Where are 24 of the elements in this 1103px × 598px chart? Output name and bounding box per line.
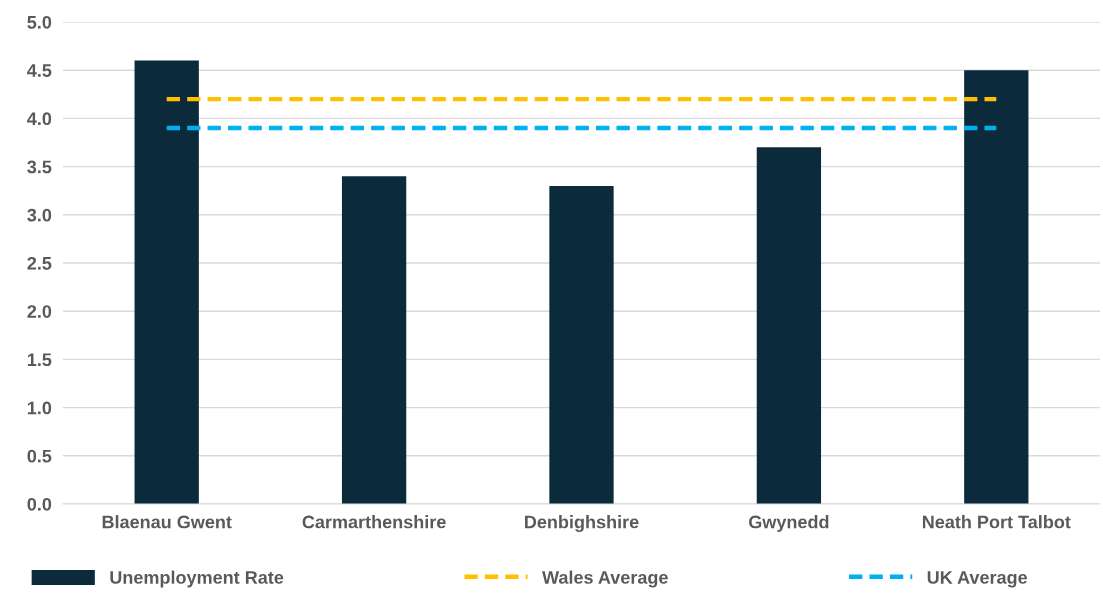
y-tick-label: 3.5 <box>27 160 52 174</box>
y-tick-label: 3.0 <box>27 208 52 222</box>
bar <box>341 176 407 504</box>
y-tick-label: 4.5 <box>27 64 52 77</box>
y-tick-label: 2.0 <box>27 305 52 318</box>
bar <box>756 147 822 504</box>
y-tick-label: 0.5 <box>27 449 52 463</box>
x-tick-label: Blaenau Gwent <box>102 515 232 529</box>
bar <box>549 185 614 504</box>
y-tick-label: 1.5 <box>27 353 52 367</box>
y-tick-label: 2.5 <box>27 256 52 270</box>
x-tick-label: Neath Port Talbot <box>922 515 1071 529</box>
x-tick-label: Denbighshire <box>525 515 639 533</box>
bar <box>964 70 1029 504</box>
legend-label: Wales Average <box>542 570 668 588</box>
bar <box>134 60 199 504</box>
y-tick-label: 0.0 <box>27 497 52 511</box>
y-tick-label: 1.0 <box>27 401 52 415</box>
x-tick-label: Gwynedd <box>749 515 829 532</box>
legend-label: UK Average <box>927 571 1028 588</box>
y-tick-label: 5.0 <box>27 15 52 29</box>
x-tick-label: Carmarthenshire <box>302 515 446 529</box>
y-tick-label: 4.0 <box>27 112 52 126</box>
legend-label: Unemployment Rate <box>110 570 284 588</box>
